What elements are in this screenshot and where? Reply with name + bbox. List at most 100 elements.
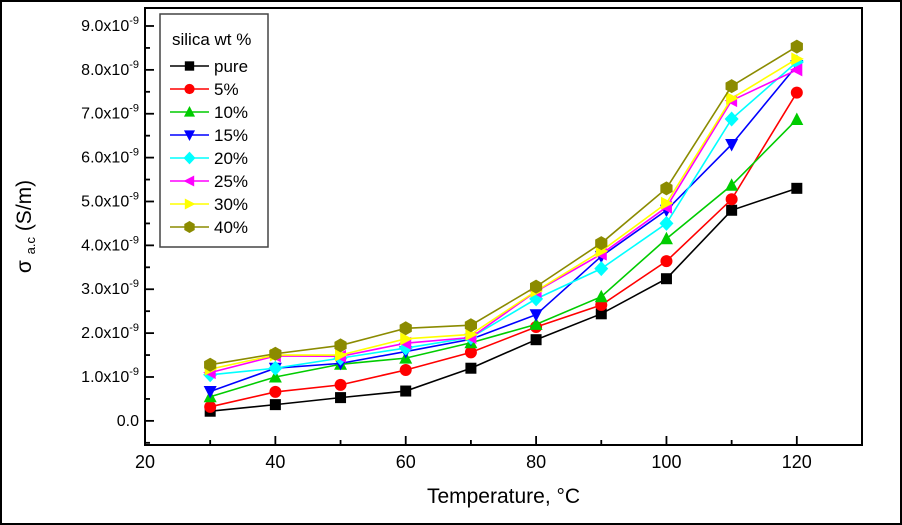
- legend-item-15%: 15%: [170, 126, 248, 145]
- data-point: [659, 215, 674, 231]
- data-point: [791, 52, 804, 66]
- y-axis-title: σ a.c (S/m): [13, 180, 38, 273]
- legend-label: 25%: [214, 172, 248, 191]
- data-point: [184, 61, 195, 71]
- legend-label: pure: [214, 57, 248, 76]
- y-tick-label: 9.0x10-9: [81, 15, 139, 35]
- x-axis-title: Temperature, °C: [427, 485, 580, 508]
- data-point: [594, 289, 608, 303]
- data-point: [660, 255, 673, 268]
- legend-label: 5%: [214, 80, 239, 99]
- legend-title: silica wt %: [172, 30, 251, 49]
- legend-item-10%: 10%: [170, 103, 248, 122]
- series-line: [210, 187, 798, 413]
- data-point: [334, 338, 347, 353]
- y-tick-label: 2.0x10-9: [81, 322, 139, 342]
- data-point: [464, 346, 477, 359]
- data-point: [399, 363, 412, 376]
- legend-item-5%: 5%: [170, 80, 239, 99]
- legend-label: 15%: [214, 126, 248, 145]
- data-point: [725, 178, 739, 191]
- data-point: [269, 346, 282, 361]
- y-tick-label: 1.0x10-9: [81, 366, 139, 386]
- data-point: [725, 79, 738, 94]
- data-point: [183, 151, 196, 165]
- series-line: [210, 45, 798, 366]
- series-line: [209, 69, 798, 374]
- data-point: [184, 198, 196, 210]
- legend-item-30%: 30%: [170, 195, 248, 214]
- data-point: [726, 91, 739, 105]
- data-point: [334, 378, 347, 391]
- data-point: [465, 362, 477, 374]
- data-point: [594, 261, 609, 277]
- data-point: [203, 385, 217, 399]
- legend-label: 10%: [214, 103, 248, 122]
- legend-item-pure: pure: [170, 57, 248, 76]
- series-line: [210, 92, 798, 408]
- legend-item-40%: 40%: [170, 218, 248, 237]
- plot-frame: [144, 7, 863, 446]
- legend-item-25%: 25%: [170, 172, 248, 191]
- data-point: [464, 318, 478, 333]
- legend-label: 30%: [214, 195, 248, 214]
- legend-label: 40%: [214, 218, 248, 237]
- data-point: [529, 309, 543, 322]
- data-point: [204, 400, 217, 413]
- data-point: [399, 321, 412, 336]
- series-line: [209, 118, 798, 398]
- data-point: [724, 111, 739, 127]
- legend: silica wt % pure 5% 10% 15% 20% 25% 30% 40%: [159, 13, 269, 248]
- data-point: [659, 231, 673, 245]
- data-point: [660, 181, 673, 196]
- data-point: [183, 106, 196, 117]
- series-40%: [204, 39, 803, 372]
- series-5%: [204, 86, 803, 413]
- data-point: [204, 357, 217, 372]
- y-tick-label: 6.0x10-9: [81, 147, 139, 167]
- data-point: [269, 385, 282, 398]
- data-point: [660, 196, 674, 210]
- data-point: [530, 334, 542, 346]
- series-line: [209, 64, 798, 393]
- data-point: [529, 317, 543, 330]
- data-point: [725, 193, 738, 206]
- data-point: [595, 236, 608, 251]
- data-point: [335, 392, 347, 404]
- data-point: [269, 399, 281, 411]
- x-tick-label: 60: [396, 452, 416, 472]
- y-tick-label: 7.0x10-9: [81, 103, 139, 123]
- series-line: [210, 61, 798, 376]
- x-tick-label: 80: [526, 452, 546, 472]
- y-tick-label: 4.0x10-9: [81, 234, 139, 254]
- y-tick-label: 8.0x10-9: [81, 59, 139, 79]
- data-point: [790, 86, 803, 99]
- data-point: [660, 273, 672, 285]
- series-line: [210, 58, 798, 370]
- legend-box: [159, 13, 269, 248]
- data-point: [790, 39, 803, 54]
- x-tick-label: 40: [265, 452, 285, 472]
- data-point: [184, 221, 195, 233]
- data-point: [725, 138, 739, 152]
- y-tick-label: 3.0x10-9: [81, 278, 139, 298]
- axis-ticks: [144, 25, 863, 445]
- data-point: [268, 369, 282, 383]
- data-point: [789, 63, 803, 77]
- data-point: [595, 308, 607, 320]
- data-point: [183, 130, 196, 141]
- y-tick-label: 5.0x10-9: [81, 190, 139, 210]
- x-tick-label: 20: [135, 452, 155, 472]
- data-point: [184, 83, 195, 95]
- data-point: [400, 385, 412, 397]
- data-point: [335, 348, 348, 362]
- data-point: [791, 182, 803, 194]
- data-point: [790, 112, 804, 125]
- series-10%: [203, 112, 804, 403]
- legend-item-20%: 20%: [170, 149, 248, 168]
- data-point: [268, 360, 283, 376]
- data-point: [400, 332, 413, 346]
- y-tick-label: 0.0: [117, 413, 139, 430]
